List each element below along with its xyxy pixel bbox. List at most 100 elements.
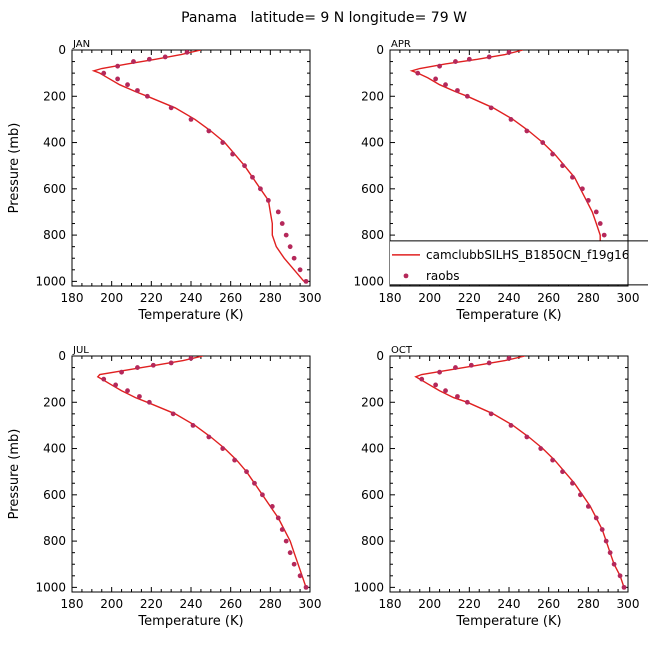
raobs-point xyxy=(125,388,130,394)
raobs-point xyxy=(303,584,309,590)
raobs-point xyxy=(291,255,297,261)
y-tick-label: 200 xyxy=(361,395,384,409)
raobs-point xyxy=(279,221,285,226)
x-axis-label: Temperature (K) xyxy=(455,308,561,323)
raobs-point xyxy=(287,244,293,250)
y-tick-label: 1000 xyxy=(353,274,384,288)
raobs-point xyxy=(146,56,152,62)
x-tick-label: 220 xyxy=(458,597,481,611)
raobs-point xyxy=(621,584,627,590)
raobs-point xyxy=(443,388,448,394)
y-tick-label: 0 xyxy=(376,43,384,57)
raobs-point xyxy=(283,538,289,544)
panel-label: APR xyxy=(391,39,411,50)
raobs-point xyxy=(232,457,238,463)
raobs-point xyxy=(250,174,255,180)
raobs-point xyxy=(303,278,309,284)
raobs-point xyxy=(597,221,603,226)
raobs-point xyxy=(244,469,249,475)
raobs-point xyxy=(297,573,303,579)
panel-jan: 180 200 220 240 260 280 300 0 200 400 600 800 1000 Te… xyxy=(7,39,321,323)
raobs-point xyxy=(579,186,585,192)
raobs-point xyxy=(508,117,514,122)
raobs-point xyxy=(265,197,271,203)
raobs-point xyxy=(287,550,293,556)
x-tick-label: 300 xyxy=(299,291,322,305)
raobs-point xyxy=(466,56,472,62)
x-tick-label: 220 xyxy=(140,597,163,611)
raobs-point xyxy=(269,503,275,509)
y-tick-label: 200 xyxy=(43,89,66,103)
raobs-point xyxy=(162,54,168,60)
raobs-point xyxy=(607,550,613,556)
y-axis-label: Pressure (mb) xyxy=(7,123,22,214)
panel-label: OCT xyxy=(391,345,413,356)
raobs-point xyxy=(570,174,575,180)
x-tick-label: 240 xyxy=(498,291,521,305)
raobs-point xyxy=(578,492,583,498)
raobs-point xyxy=(260,492,265,498)
x-tick-label: 280 xyxy=(259,291,282,305)
raobs-point xyxy=(220,446,226,451)
plot-area xyxy=(414,356,627,590)
raobs-point xyxy=(617,573,623,579)
x-tick-label: 240 xyxy=(498,597,521,611)
raobs-point xyxy=(146,399,152,405)
x-axis-label: Temperature (K) xyxy=(137,308,243,323)
y-tick-label: 200 xyxy=(361,89,384,103)
raobs-point xyxy=(486,54,492,60)
panels: 180 200 220 240 260 280 300 0 200 400 600 800 1000 Te… xyxy=(7,39,648,629)
raobs-point xyxy=(486,360,492,366)
legend-obs-swatch xyxy=(403,273,409,279)
raobs-point xyxy=(168,360,174,366)
x-tick-label: 240 xyxy=(180,291,203,305)
y-tick-label: 800 xyxy=(43,228,66,242)
plot-area xyxy=(96,356,309,590)
x-tick-label: 200 xyxy=(418,291,441,305)
y-axis-label: Pressure (mb) xyxy=(7,429,22,520)
x-axis-label: Temperature (K) xyxy=(137,614,243,629)
x-tick-label: 180 xyxy=(61,597,84,611)
raobs-point xyxy=(135,365,140,370)
raobs-point xyxy=(506,356,512,361)
raobs-point xyxy=(540,140,546,145)
raobs-point xyxy=(119,369,124,375)
raobs-point xyxy=(437,63,442,69)
raobs-point xyxy=(453,59,458,64)
plot-area xyxy=(91,50,309,284)
plot-frame xyxy=(71,355,311,593)
raobs-point xyxy=(585,503,591,509)
raobs-point xyxy=(455,88,460,93)
y-tick-label: 1000 xyxy=(353,580,384,594)
raobs-point xyxy=(593,209,599,215)
x-tick-label: 240 xyxy=(180,597,203,611)
x-axis-label: Temperature (K) xyxy=(455,614,561,629)
y-tick-label: 600 xyxy=(43,488,66,502)
panel-apr: 180 200 220 240 260 280 300 0 200 400 600 800 1000 Te… xyxy=(353,39,648,323)
raobs-point xyxy=(206,434,212,440)
x-tick-label: 280 xyxy=(577,291,600,305)
y-tick-label: 600 xyxy=(43,182,66,196)
raobs-point xyxy=(464,399,470,405)
x-tick-label: 200 xyxy=(100,291,123,305)
raobs-point xyxy=(115,63,121,69)
raobs-point xyxy=(570,480,575,486)
x-tick-label: 220 xyxy=(458,291,481,305)
raobs-point xyxy=(101,376,107,382)
y-tick-label: 1000 xyxy=(35,274,66,288)
y-tick-label: 600 xyxy=(361,182,384,196)
raobs-point xyxy=(506,50,512,55)
raobs-point xyxy=(275,209,281,215)
raobs-point xyxy=(433,76,439,82)
panel-label: JAN xyxy=(72,39,90,50)
y-tick-label: 800 xyxy=(361,228,384,242)
raobs-point xyxy=(443,82,448,88)
raobs-point xyxy=(184,50,190,55)
raobs-point xyxy=(488,411,494,417)
raobs-point xyxy=(206,128,212,134)
raobs-point xyxy=(603,538,609,544)
raobs-point xyxy=(279,527,285,532)
raobs-point xyxy=(550,151,556,157)
